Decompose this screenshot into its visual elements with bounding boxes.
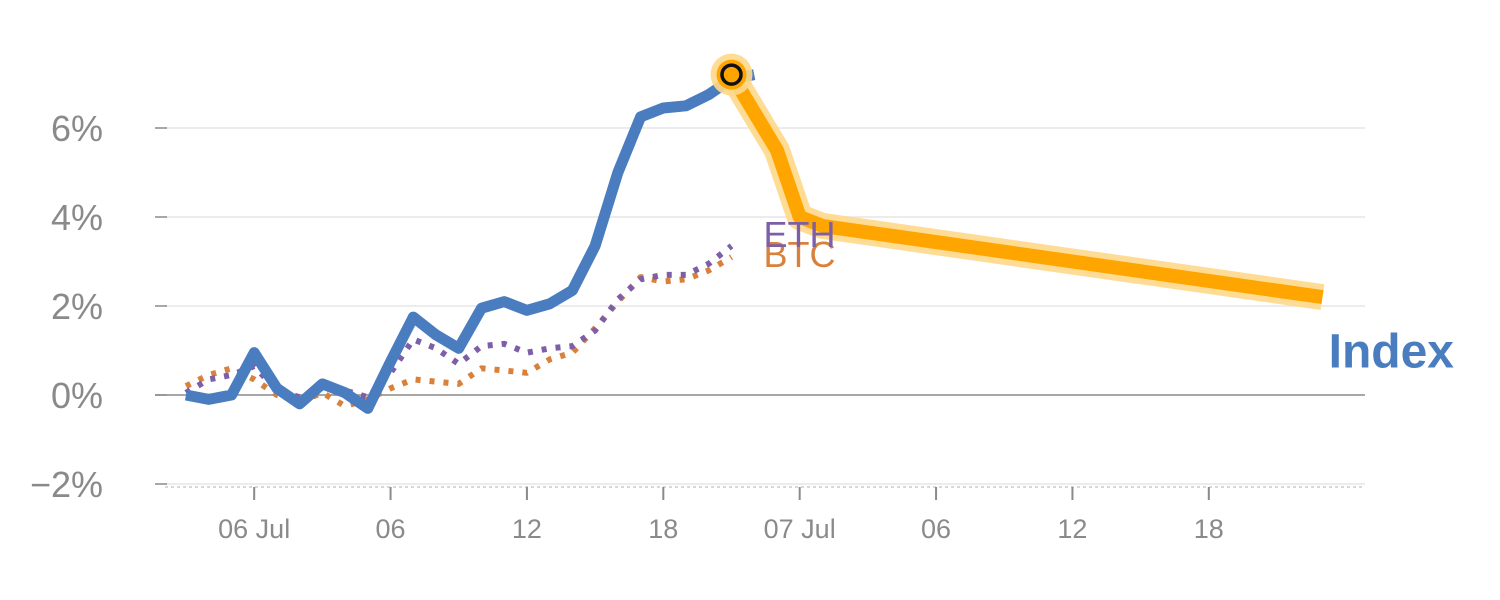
x-tick-label: 12: [512, 514, 542, 544]
y-tick-label: 6%: [51, 108, 103, 149]
x-tick-label: 06 Jul: [218, 514, 290, 544]
x-tick-label: 12: [1057, 514, 1087, 544]
highlight-marker-point: [720, 63, 743, 86]
x-tick-label: 18: [1194, 514, 1224, 544]
btc-label: BTC: [763, 234, 835, 275]
gridlines: [155, 127, 1365, 488]
x-tick-label: 18: [648, 514, 678, 544]
series-lines: [184, 53, 1325, 414]
axes: −2% 0% 2% 4% 6% 06 Jul 06 12 18 07 Jul 06 12 18: [30, 108, 1224, 544]
y-tick-label: 4%: [51, 197, 103, 238]
x-tick-label: 06: [921, 514, 951, 544]
eth-label: ETH: [763, 214, 835, 255]
y-tick-label: 2%: [51, 286, 103, 327]
index-line: [184, 69, 756, 414]
x-tick-label: 07 Jul: [764, 514, 836, 544]
y-tick-label: 0%: [51, 375, 103, 416]
index-projection-line: [725, 70, 1324, 305]
y-tick-label: −2%: [30, 464, 103, 505]
x-tick-label: 06: [376, 514, 406, 544]
eth-line: [184, 243, 734, 401]
index-label: Index: [1329, 326, 1455, 379]
